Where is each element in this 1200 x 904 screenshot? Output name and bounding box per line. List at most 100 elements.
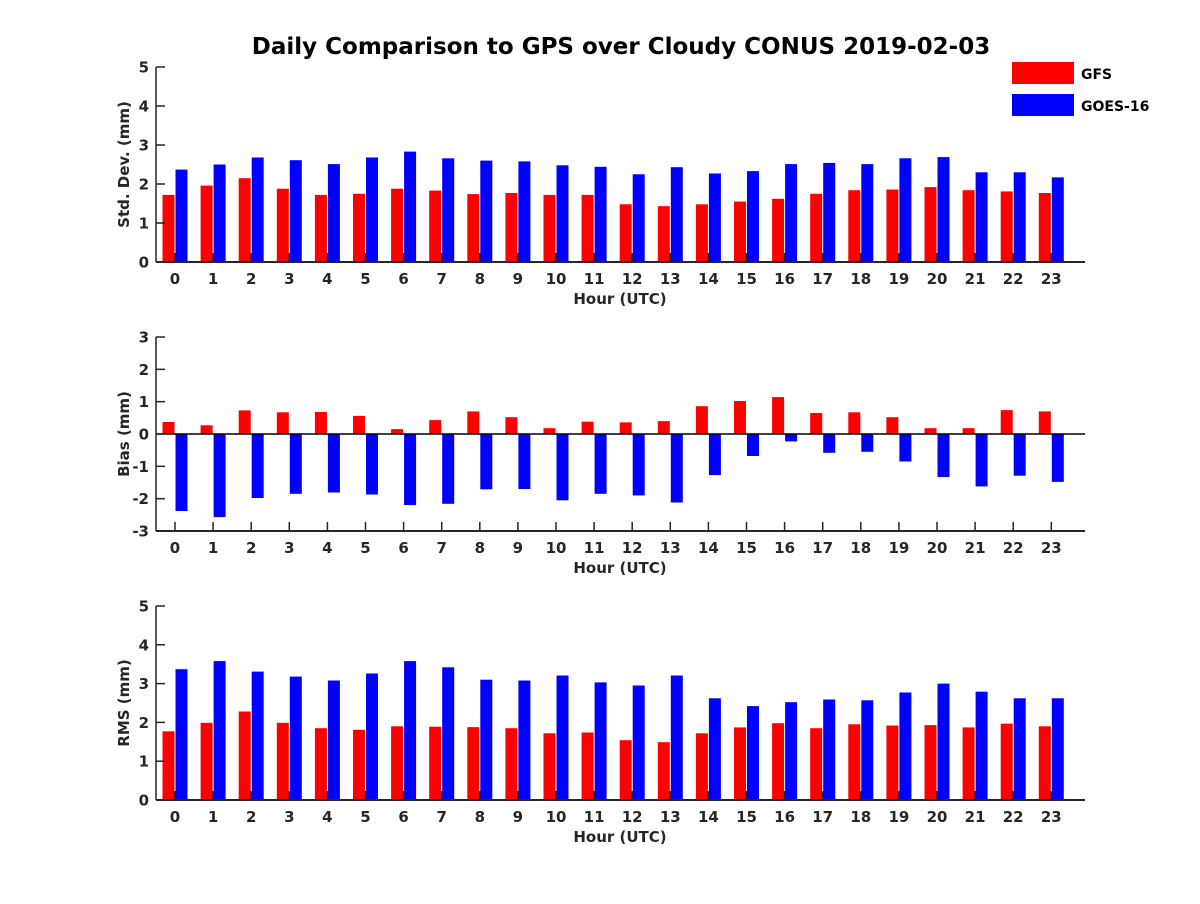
std-bar-gfs-8: [467, 194, 480, 262]
rms-bar-goes16-8: [480, 679, 493, 800]
std-bar-gfs-10: [543, 194, 556, 262]
bias-bar-gfs-3: [276, 412, 289, 434]
bias-bar-goes16-21: [975, 434, 988, 487]
bias-bar-goes16-0: [175, 434, 188, 511]
bias-bar-gfs-4: [314, 412, 327, 434]
rms-x-axis-label: Hour (UTC): [573, 828, 666, 846]
bias-bar-gfs-23: [1038, 411, 1051, 434]
rms-y-tick-label: 0: [139, 792, 149, 810]
rms-bar-gfs-21: [962, 727, 975, 800]
std-bar-gfs-18: [848, 190, 861, 262]
bias-bar-goes16-2: [251, 434, 264, 498]
bias-x-tick-label: 10: [546, 539, 567, 557]
std-bar-gfs-12: [619, 204, 632, 262]
rms-bar-goes16-11: [594, 682, 607, 800]
bias-bar-goes16-15: [747, 434, 759, 456]
rms-x-tick-label: 18: [850, 808, 871, 826]
std-bar-goes16-6: [404, 151, 417, 262]
bias-x-tick-label: 9: [513, 539, 523, 557]
rms-y-tick-label: 2: [139, 714, 149, 732]
rms-x-tick-label: 22: [1003, 808, 1024, 826]
legend: GFS GOES-16: [1012, 62, 1149, 116]
std-bar-gfs-3: [276, 188, 289, 262]
bias-x-tick-label: 20: [927, 539, 948, 557]
bias-y-tick-label: 1: [139, 393, 149, 411]
bias-x-tick-label: 18: [850, 539, 871, 557]
std-x-tick-label: 14: [698, 270, 719, 288]
std-x-tick-label: 13: [660, 270, 681, 288]
std-x-tick-label: 3: [284, 270, 294, 288]
std-bar-goes16-4: [327, 164, 340, 262]
rms-x-tick-label: 5: [360, 808, 370, 826]
std-x-tick-label: 8: [475, 270, 485, 288]
bias-x-tick-label: 22: [1003, 539, 1024, 557]
bias-bar-gfs-12: [619, 422, 632, 434]
bias-y-tick-label: 0: [139, 426, 149, 444]
std-x-tick-label: 1: [208, 270, 218, 288]
rms-bar-gfs-0: [162, 731, 175, 800]
bias-bar-gfs-21: [962, 428, 975, 434]
rms-x-tick-label: 8: [475, 808, 485, 826]
bias-x-tick-label: 8: [475, 539, 485, 557]
bias-bar-gfs-1: [200, 425, 213, 434]
rms-y-tick-label: 1: [139, 753, 149, 771]
std-bar-gfs-17: [810, 193, 823, 263]
bias-bar-goes16-3: [289, 434, 302, 494]
rms-bar-goes16-13: [670, 675, 683, 800]
bias-bar-goes16-17: [823, 434, 836, 453]
rms-bar-goes16-16: [785, 702, 798, 800]
bias-bar-goes16-1: [213, 434, 226, 518]
bias-y-tick-label: 3: [139, 329, 149, 347]
rms-bar-goes16-10: [556, 675, 569, 800]
bias-bar-goes16-12: [632, 434, 645, 496]
std-y-tick-label: 0: [139, 254, 149, 272]
rms-y-tick-label: 5: [139, 598, 149, 616]
rms-bar-gfs-5: [353, 729, 365, 800]
std-x-tick-label: 15: [736, 270, 757, 288]
std-bar-goes16-7: [442, 158, 455, 262]
bias-x-tick-label: 6: [398, 539, 408, 557]
std-bar-goes16-19: [899, 158, 912, 262]
rms-bar-gfs-8: [467, 727, 480, 800]
rms-bar-gfs-17: [810, 728, 823, 800]
std-bar-gfs-20: [924, 187, 937, 262]
bias-bar-gfs-18: [848, 412, 861, 434]
bias-bar-gfs-13: [657, 421, 670, 434]
std-bar-gfs-7: [429, 190, 442, 262]
rms-x-tick-label: 6: [398, 808, 408, 826]
rms-bar-goes16-9: [518, 680, 531, 800]
rms-bar-goes16-4: [327, 680, 340, 800]
rms-bar-goes16-21: [975, 691, 988, 800]
std-bar-goes16-21: [975, 172, 988, 262]
rms-x-tick-label: 3: [284, 808, 294, 826]
rms-bar-gfs-3: [276, 722, 289, 800]
rms-bar-gfs-4: [314, 728, 327, 800]
std-x-tick-label: 5: [360, 270, 370, 288]
bias-bar-gfs-16: [772, 397, 785, 434]
bias-x-tick-label: 5: [360, 539, 370, 557]
rms-bar-gfs-19: [886, 725, 899, 800]
rms-bar-goes16-15: [747, 706, 759, 800]
rms-x-tick-label: 13: [660, 808, 681, 826]
rms-x-tick-label: 2: [246, 808, 256, 826]
rms-bar-gfs-2: [238, 711, 251, 800]
rms-bar-gfs-14: [695, 733, 708, 800]
std-y-axis-label: Std. Dev. (mm): [115, 101, 133, 228]
rms-x-tick-label: 9: [513, 808, 523, 826]
legend-swatch-gfs: [1012, 62, 1074, 84]
legend-label-goes16: GOES-16: [1081, 99, 1149, 115]
std-bar-gfs-6: [391, 188, 404, 262]
std-x-tick-label: 18: [850, 270, 871, 288]
bias-bar-goes16-9: [518, 434, 531, 489]
bias-bar-gfs-0: [162, 422, 175, 434]
rms-bar-gfs-13: [657, 742, 670, 800]
bias-bar-goes16-11: [594, 434, 607, 494]
rms-bar-goes16-1: [213, 661, 226, 800]
rms-bar-goes16-23: [1051, 698, 1064, 800]
bias-x-tick-label: 17: [812, 539, 833, 557]
bias-x-tick-label: 13: [660, 539, 681, 557]
std-bar-gfs-21: [962, 190, 975, 262]
std-bar-goes16-12: [632, 174, 645, 263]
